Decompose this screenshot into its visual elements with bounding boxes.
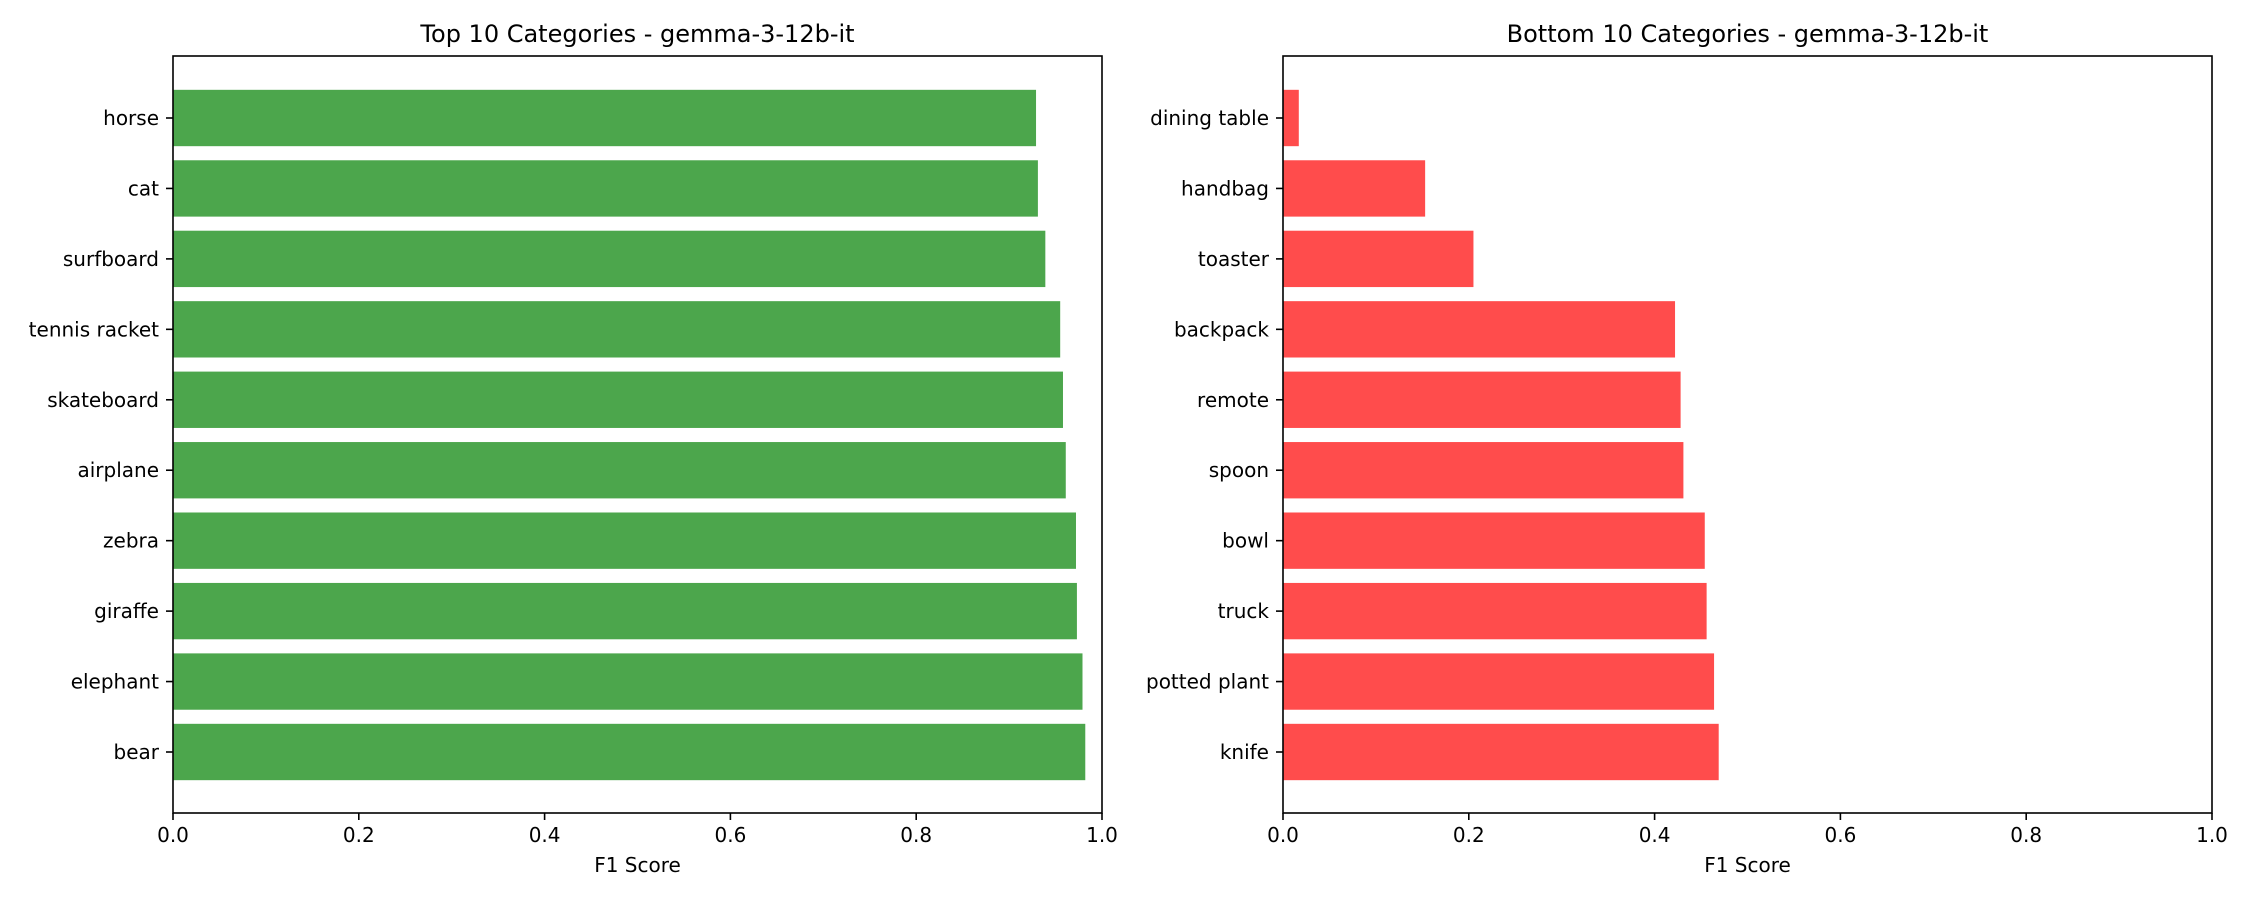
y-tick-label: horse: [103, 106, 159, 130]
y-tick-label: truck: [1218, 599, 1270, 623]
y-tick-label: skateboard: [47, 388, 159, 412]
y-tick-label: backpack: [1174, 317, 1269, 341]
x-tick-label: 1.0: [2196, 823, 2228, 847]
y-tick-label: bear: [114, 740, 160, 764]
bar-tennis-racket: [173, 301, 1061, 358]
bar-truck: [1283, 582, 1707, 640]
x-axis-label: F1 Score: [1704, 853, 1791, 877]
x-tick-label: 0.6: [1824, 823, 1856, 847]
x-tick-label: 0.8: [2010, 823, 2042, 847]
x-tick-label: 0.8: [900, 823, 932, 847]
y-tick-label: remote: [1197, 388, 1269, 412]
x-tick-label: 0.0: [1267, 823, 1299, 847]
x-tick-label: 0.4: [1639, 823, 1671, 847]
bar-skateboard: [173, 371, 1063, 428]
bar-remote: [1283, 371, 1681, 428]
bar-elephant: [173, 653, 1083, 710]
bar-dining-table: [1283, 89, 1299, 147]
y-tick-label: airplane: [77, 458, 159, 482]
bottom-categories-panel: Bottom 10 Categories - gemma-3-12b-it din…: [1146, 20, 2228, 877]
x-tick-label: 1.0: [1086, 823, 1118, 847]
x-tick-label: 0.6: [714, 823, 746, 847]
y-tick-label: spoon: [1209, 458, 1269, 482]
y-tick-label: tennis racket: [29, 317, 159, 341]
x-tick-label: 0.2: [1453, 823, 1485, 847]
y-tick-label: zebra: [103, 529, 159, 553]
y-tick-label: bowl: [1222, 529, 1269, 553]
chart-title: Bottom 10 Categories - gemma-3-12b-it: [1507, 20, 1989, 48]
bar-zebra: [173, 512, 1076, 569]
y-tick-label: elephant: [71, 670, 159, 694]
bar-backpack: [1283, 301, 1676, 358]
y-tick-label: handbag: [1181, 176, 1269, 200]
y-tick-label: knife: [1220, 740, 1269, 764]
bar-surfboard: [173, 230, 1046, 288]
x-tick-label: 0.2: [343, 823, 375, 847]
y-tick-label: surfboard: [63, 247, 159, 271]
x-tick-label: 0.0: [157, 823, 189, 847]
top-categories-panel: Top 10 Categories - gemma-3-12b-it horse c…: [29, 20, 1118, 877]
bar-cat: [173, 160, 1038, 217]
bar-bowl: [1283, 512, 1705, 569]
bar-giraffe: [173, 582, 1077, 640]
bar-bear: [173, 723, 1086, 781]
bar-horse: [173, 89, 1037, 147]
y-tick-label: toaster: [1198, 247, 1270, 271]
x-tick-label: 0.4: [529, 823, 561, 847]
bar-handbag: [1283, 160, 1426, 217]
axes-frame: [172, 55, 1103, 814]
y-tick-label: cat: [128, 176, 159, 200]
x-axis-label: F1 Score: [594, 853, 681, 877]
bar-potted-plant: [1283, 653, 1715, 710]
y-tick-label: potted plant: [1146, 670, 1269, 694]
bar-spoon: [1283, 442, 1684, 499]
y-tick-label: dining table: [1150, 106, 1269, 130]
bar-airplane: [173, 442, 1066, 499]
bar-toaster: [1283, 230, 1474, 288]
axes-frame: [1282, 55, 2213, 814]
chart-title: Top 10 Categories - gemma-3-12b-it: [419, 20, 854, 48]
bar-knife: [1283, 723, 1719, 781]
y-tick-label: giraffe: [94, 599, 159, 623]
